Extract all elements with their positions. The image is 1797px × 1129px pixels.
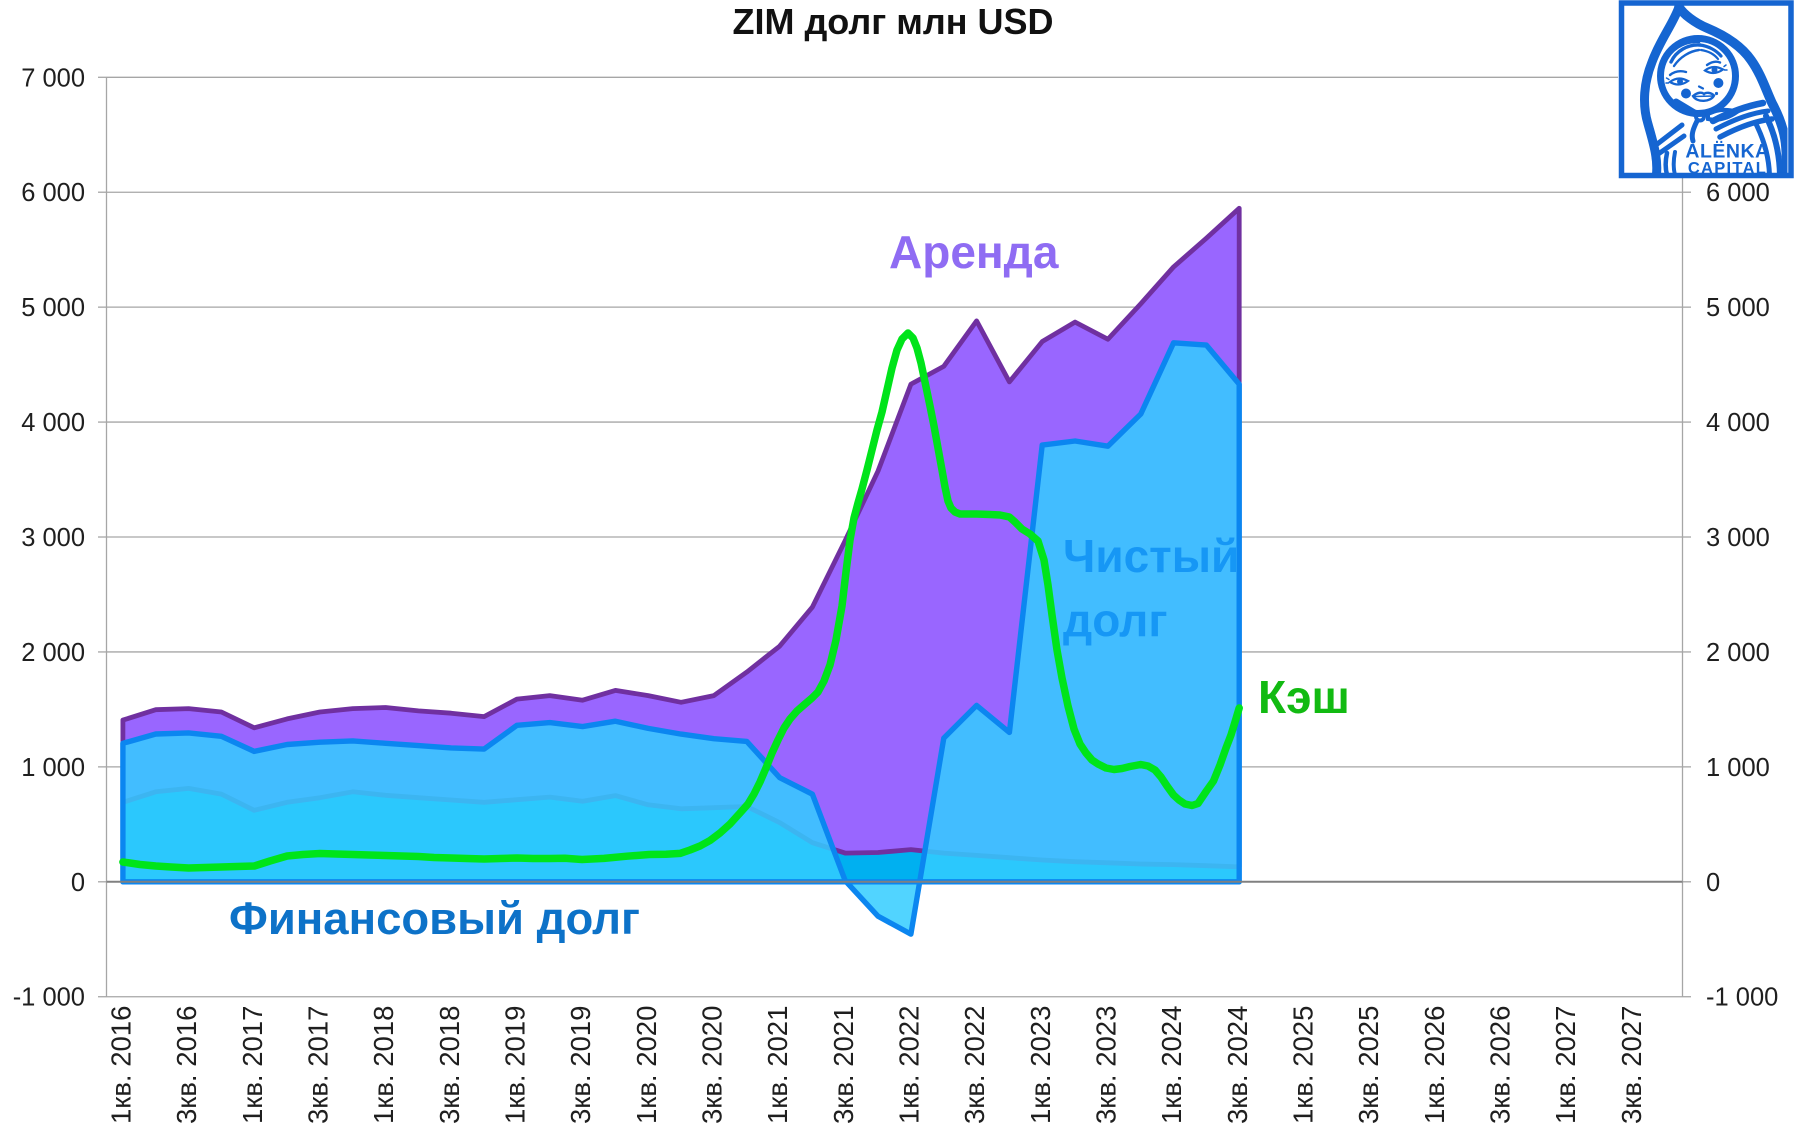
svg-text:1кв. 2022: 1кв. 2022 (893, 1006, 924, 1124)
svg-text:1кв. 2027: 1кв. 2027 (1550, 1006, 1581, 1124)
svg-text:3кв. 2026: 3кв. 2026 (1484, 1006, 1515, 1124)
svg-text:-1 000: -1 000 (13, 984, 85, 1012)
svg-text:3кв. 2023: 3кв. 2023 (1090, 1006, 1121, 1124)
svg-text:-1 000: -1 000 (1706, 984, 1778, 1012)
svg-text:1кв. 2023: 1кв. 2023 (1025, 1006, 1056, 1124)
svg-text:4 000: 4 000 (1706, 409, 1770, 437)
svg-text:3кв. 2020: 3кв. 2020 (696, 1006, 727, 1124)
svg-text:ALËNKA: ALËNKA (1685, 140, 1769, 163)
svg-text:1кв. 2020: 1кв. 2020 (631, 1006, 662, 1124)
svg-text:3кв. 2017: 3кв. 2017 (302, 1006, 333, 1124)
svg-text:6 000: 6 000 (1706, 179, 1770, 207)
svg-text:долг: долг (1063, 594, 1168, 646)
svg-text:3кв. 2019: 3кв. 2019 (565, 1006, 596, 1124)
svg-text:Чистый: Чистый (1063, 530, 1239, 582)
svg-text:5 000: 5 000 (21, 294, 85, 322)
svg-text:1кв. 2017: 1кв. 2017 (237, 1006, 268, 1124)
svg-text:3кв. 2025: 3кв. 2025 (1353, 1006, 1384, 1124)
svg-text:6 000: 6 000 (21, 179, 85, 207)
svg-text:0: 0 (71, 869, 85, 897)
svg-text:1 000: 1 000 (1706, 754, 1770, 782)
svg-text:1кв. 2018: 1кв. 2018 (368, 1006, 399, 1124)
svg-text:1кв. 2025: 1кв. 2025 (1287, 1006, 1318, 1124)
svg-text:ZIM долг млн USD: ZIM долг млн USD (732, 1, 1053, 42)
svg-text:Аренда: Аренда (889, 226, 1059, 278)
svg-text:Финансовый долг: Финансовый долг (229, 893, 640, 944)
svg-text:3кв. 2022: 3кв. 2022 (959, 1006, 990, 1124)
svg-text:2 000: 2 000 (21, 639, 85, 667)
svg-text:4 000: 4 000 (21, 409, 85, 437)
svg-text:1кв. 2026: 1кв. 2026 (1419, 1006, 1450, 1124)
svg-text:3кв. 2027: 3кв. 2027 (1616, 1006, 1647, 1124)
svg-text:3кв. 2021: 3кв. 2021 (828, 1006, 859, 1124)
svg-text:1кв. 2021: 1кв. 2021 (762, 1006, 793, 1124)
svg-text:1кв. 2019: 1кв. 2019 (499, 1006, 530, 1124)
svg-text:1кв. 2016: 1кв. 2016 (105, 1006, 136, 1124)
svg-text:7 000: 7 000 (21, 64, 85, 92)
svg-text:5 000: 5 000 (1706, 294, 1770, 322)
svg-text:1кв. 2024: 1кв. 2024 (1156, 1006, 1187, 1124)
svg-text:3кв. 2024: 3кв. 2024 (1222, 1006, 1253, 1124)
svg-text:3 000: 3 000 (21, 524, 85, 552)
svg-text:3кв. 2016: 3кв. 2016 (171, 1006, 202, 1124)
svg-text:2 000: 2 000 (1706, 639, 1770, 667)
svg-text:3кв. 2018: 3кв. 2018 (434, 1006, 465, 1124)
svg-text:1 000: 1 000 (21, 754, 85, 782)
svg-text:Кэш: Кэш (1258, 671, 1350, 723)
svg-text:3 000: 3 000 (1706, 524, 1770, 552)
svg-text:0: 0 (1706, 869, 1720, 897)
